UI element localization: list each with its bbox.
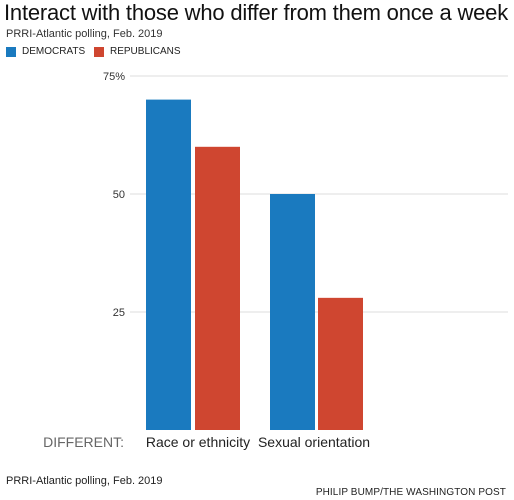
chart-subtitle: PRRI-Atlantic polling, Feb. 2019 [6, 28, 163, 40]
legend-swatch-democrats [6, 46, 16, 57]
footer-credit: PHILIP BUMP/THE WASHINGTON POST [315, 487, 506, 498]
x-tick-label-1: Sexual orientation [258, 434, 370, 450]
y-tick-label-25: 25 [113, 307, 125, 319]
bar-republicans-0 [195, 146, 240, 431]
y-tick-label-50: 50 [113, 189, 125, 201]
bar-republicans-1 [318, 297, 363, 430]
x-axis-label: DIFFERENT: [43, 434, 124, 450]
legend-label-republicans: REPUBLICANS [110, 46, 181, 57]
legend-label-democrats: DEMOCRATS [22, 46, 86, 57]
x-tick-label-0: Race or ethnicity [146, 434, 250, 450]
footer-source: PRRI-Atlantic polling, Feb. 2019 [6, 475, 163, 487]
y-tick-label-75: 75% [103, 71, 125, 83]
legend-swatch-republicans [94, 46, 104, 57]
chart-title: Interact with those who differ from them… [4, 0, 509, 25]
bar-democrats-1 [270, 194, 315, 430]
legend-item-democrats: DEMOCRATS [6, 46, 85, 57]
bar-democrats-0 [146, 99, 191, 430]
legend-item-republicans: REPUBLICANS [94, 46, 181, 57]
